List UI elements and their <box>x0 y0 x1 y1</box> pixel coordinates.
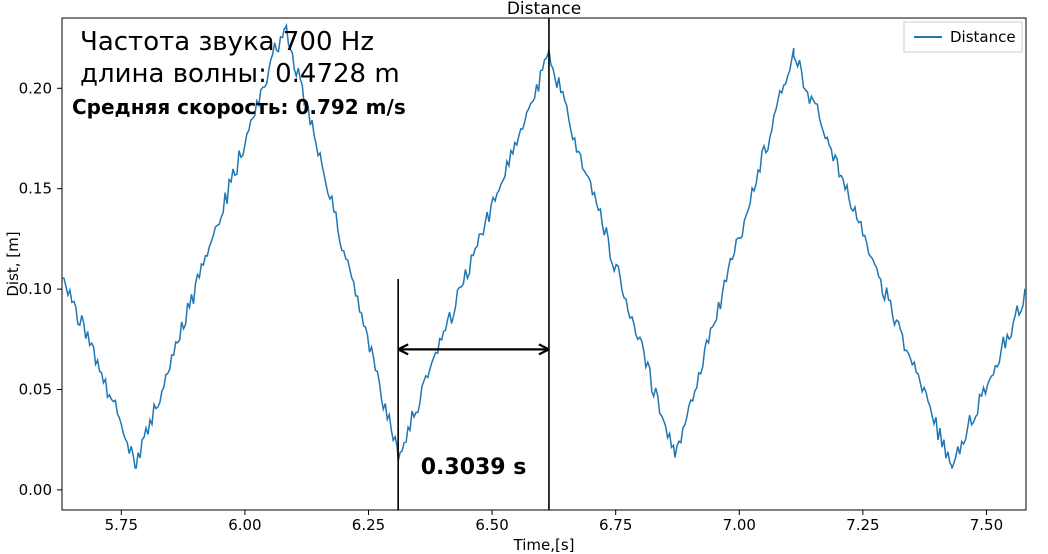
ytick-label: 0.10 <box>19 280 52 298</box>
xtick-label: 6.25 <box>352 516 385 534</box>
ylabel: Dist, [m] <box>4 231 22 296</box>
annot-wavelength: длина волны: 0.4728 m <box>80 59 400 89</box>
ytick-label: 0.15 <box>19 180 52 198</box>
xtick-label: 6.50 <box>475 516 508 534</box>
annot-speed: Средняя скорость: 0.792 m/s <box>72 95 406 119</box>
xtick-label: 7.50 <box>970 516 1003 534</box>
plot-svg: 5.75 6.00 6.25 6.50 6.75 7.00 7.25 7.50 0.00 0.05… <box>0 0 1048 554</box>
xtick-label: 7.25 <box>846 516 879 534</box>
ytick-label: 0.05 <box>19 381 52 399</box>
xtick-label: 6.00 <box>228 516 261 534</box>
legend-label: Distance <box>950 28 1016 46</box>
chart-title: Distance <box>507 0 581 19</box>
xlabel: Time,[s] <box>513 536 575 554</box>
ytick-label: 0.00 <box>19 481 52 499</box>
ytick-label: 0.20 <box>19 79 52 97</box>
xtick-label: 7.00 <box>723 516 756 534</box>
annot-frequency: Частота звука 700 Hz <box>80 27 374 57</box>
figure: 5.75 6.00 6.25 6.50 6.75 7.00 7.25 7.50 0.00 0.05… <box>0 0 1048 554</box>
xtick-label: 5.75 <box>105 516 138 534</box>
xtick-label: 6.75 <box>599 516 632 534</box>
measure-label: 0.3039 s <box>421 455 527 480</box>
